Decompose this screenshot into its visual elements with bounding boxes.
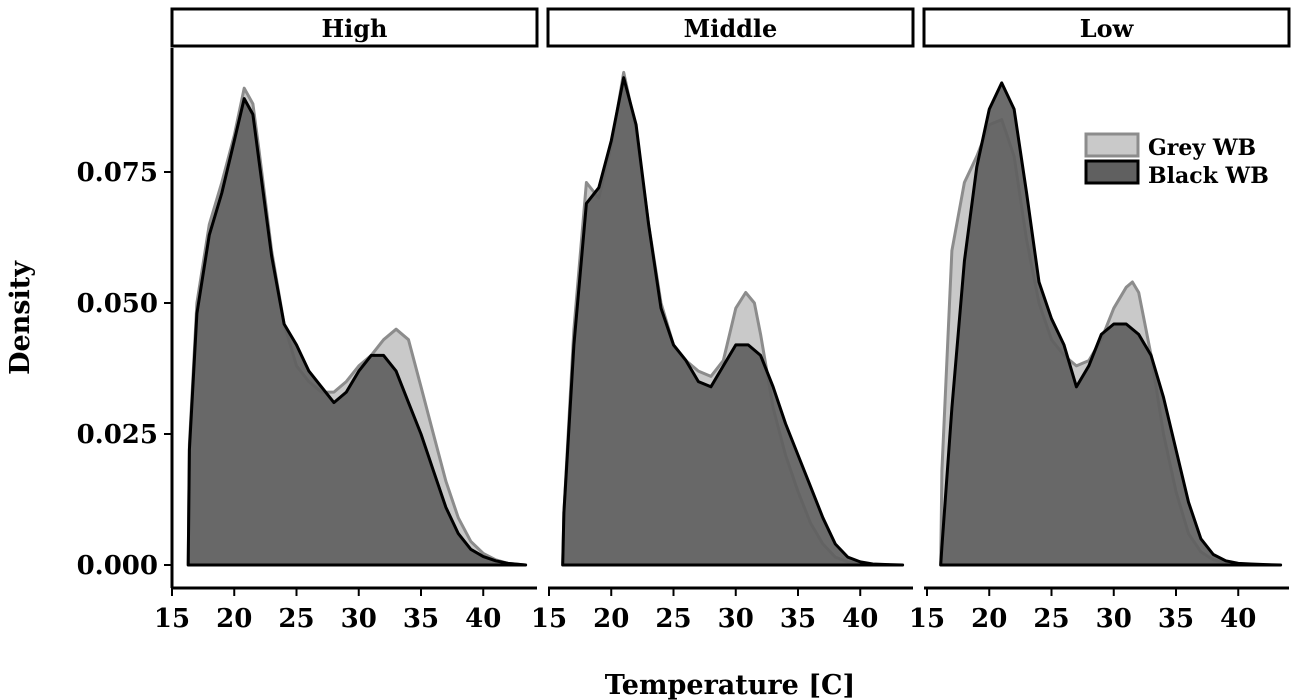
areas-middle <box>561 70 905 567</box>
y-tick-label-0: 0.000 <box>77 551 158 581</box>
x-tick-label-low-40: 40 <box>1220 604 1256 634</box>
x-axis-title: Temperature [C] <box>605 670 855 700</box>
density-area-low-black-wb <box>939 81 1283 567</box>
panel-low: Low 15 20 25 30 35 40 <box>909 7 1291 634</box>
y-tick-label-3: 0.075 <box>77 158 158 188</box>
areas-low <box>939 81 1283 567</box>
x-tick-label-middle-35: 35 <box>780 604 816 634</box>
y-tick-label-2: 0.050 <box>77 289 158 319</box>
x-tick-label-high-15: 15 <box>154 604 190 634</box>
panel-middle: Middle 15 20 25 30 35 40 <box>531 7 915 634</box>
y-axis: 0.000 0.025 0.050 0.075 <box>77 48 174 588</box>
legend-label-black-wb: Black WB <box>1148 163 1269 189</box>
x-tick-label-middle-20: 20 <box>593 604 629 634</box>
legend-key-grey-wb <box>1084 132 1140 158</box>
x-tick-label-high-25: 25 <box>278 604 314 634</box>
areas-high <box>186 86 528 567</box>
x-tick-label-middle-30: 30 <box>718 604 754 634</box>
x-tick-label-middle-40: 40 <box>842 604 878 634</box>
x-tick-label-high-20: 20 <box>216 604 252 634</box>
x-tick-label-low-25: 25 <box>1033 604 1069 634</box>
density-area-middle-black-wb <box>561 76 905 567</box>
legend-key-black-wb <box>1084 159 1140 185</box>
panel-high: High 15 20 25 30 35 40 <box>154 7 539 634</box>
x-tick-label-low-35: 35 <box>1158 604 1194 634</box>
x-tick-label-high-30: 30 <box>341 604 377 634</box>
legend-label-grey-wb: Grey WB <box>1148 135 1256 161</box>
legend: Grey WB Black WB <box>1084 132 1269 189</box>
x-tick-label-low-20: 20 <box>971 604 1007 634</box>
strip-middle <box>546 7 915 48</box>
density-area-high-black-wb <box>186 97 528 567</box>
strip-high <box>170 7 539 48</box>
x-tick-label-high-40: 40 <box>465 604 501 634</box>
y-axis-title: Density <box>5 260 36 375</box>
x-tick-label-low-30: 30 <box>1096 604 1132 634</box>
strip-title-middle: Middle <box>684 14 778 43</box>
strip-title-low: Low <box>1080 14 1135 43</box>
strip-title-high: High <box>321 14 387 43</box>
x-tick-label-high-35: 35 <box>403 604 439 634</box>
x-tick-label-middle-25: 25 <box>655 604 691 634</box>
y-tick-label-1: 0.025 <box>77 420 158 450</box>
x-tick-label-middle-15: 15 <box>531 604 567 634</box>
panels-layer: High 15 20 25 30 35 40 Middle 15 20 25 30 35 40 Low 15 2… <box>154 7 1291 634</box>
strip-low <box>922 7 1291 48</box>
x-tick-label-low-15: 15 <box>909 604 945 634</box>
